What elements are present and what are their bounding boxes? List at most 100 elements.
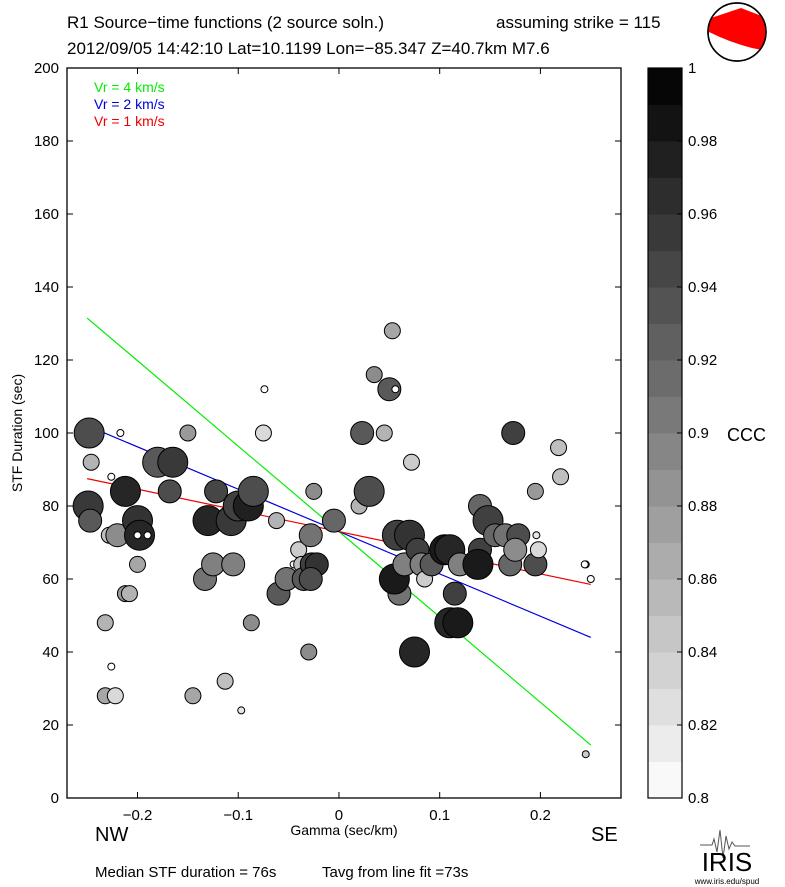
seismogram-icon: [700, 829, 750, 859]
colorbar-segment: [648, 323, 682, 361]
data-point: [237, 475, 269, 507]
x-tick-label: −0.1: [223, 807, 253, 824]
colorbar-tick-label: 0.94: [688, 279, 717, 296]
data-point: [133, 531, 142, 540]
data-point: [216, 672, 234, 690]
title-line-1: R1 Source−time functions (2 source soln.…: [67, 13, 384, 32]
data-point: [391, 385, 400, 394]
data-point: [73, 417, 105, 449]
data-point: [529, 541, 547, 559]
data-point: [399, 636, 431, 668]
iris-logo-url: www.iris.edu/spud: [694, 877, 759, 886]
colorbar-segment: [648, 725, 682, 762]
colorbar-segment: [648, 506, 682, 543]
colorbar-segment: [648, 433, 682, 470]
y-tick-label: 160: [34, 206, 59, 223]
y-tick-label: 60: [42, 571, 59, 588]
data-point: [143, 531, 152, 540]
legend-entry-0: Vr = 4 km/s: [94, 79, 165, 95]
y-axis-label: STF Duration (sec): [9, 374, 25, 492]
data-point: [503, 537, 528, 562]
data-point: [526, 482, 544, 500]
data-point: [179, 424, 197, 442]
data-point: [204, 479, 229, 504]
colorbar-tick-label: 0.8: [688, 790, 709, 807]
colorbar-segment: [648, 542, 682, 580]
data-point: [552, 468, 570, 486]
legend: Vr = 4 km/sVr = 2 km/sVr = 1 km/s: [94, 79, 165, 129]
x-axis: −0.2 −0.1 0 0.1 0.2: [123, 68, 551, 824]
colorbar-tick-label: 0.9: [688, 425, 709, 442]
data-point: [300, 643, 318, 661]
data-point: [383, 322, 401, 340]
data-point: [116, 429, 125, 437]
data-point: [462, 548, 494, 580]
beachball-icon: [707, 2, 767, 62]
data-point: [402, 453, 420, 471]
data-point: [201, 552, 226, 577]
y-axis: 0 20 40 60 80 100 120 140 160 180 200: [34, 60, 621, 807]
data-point: [107, 472, 116, 481]
title-line-2: 2012/09/05 14:42:10 Lat=10.1199 Lon=−85.…: [67, 39, 550, 58]
colorbar-tick-label: 0.88: [688, 498, 717, 515]
y-tick-label: 20: [42, 717, 59, 734]
colorbar-segment: [648, 688, 682, 726]
direction-label-nw: NW: [95, 824, 128, 846]
data-point: [221, 552, 246, 577]
x-tick-label: 0.1: [429, 807, 450, 824]
data-point: [550, 439, 568, 457]
colorbar-segment: [648, 250, 682, 288]
colorbar-segment: [648, 104, 682, 142]
data-point: [501, 421, 526, 445]
beachball-compressional-quadrant: [708, 8, 766, 52]
data-point: [365, 366, 383, 384]
colorbar: 0.8 0.82 0.84 0.86 0.88 0.9 0.92 0.94 0.96 0.98 1: [647, 60, 717, 807]
data-points: [72, 322, 595, 759]
colorbar-label: CCC: [727, 425, 766, 445]
data-point: [157, 479, 182, 504]
y-tick-label: 0: [51, 790, 59, 807]
data-point: [96, 614, 114, 632]
colorbar-tick-label: 0.96: [688, 206, 717, 223]
direction-label-se: SE: [591, 824, 618, 846]
data-point: [78, 508, 103, 533]
data-point: [268, 512, 286, 530]
legend-entry-2: Vr = 1 km/s: [94, 113, 165, 129]
colorbar-segment: [648, 615, 682, 653]
data-point: [184, 687, 202, 705]
data-point: [580, 560, 589, 569]
colorbar-segment: [648, 68, 682, 105]
y-tick-label: 200: [34, 60, 59, 77]
iris-logo: IRIS www.iris.edu/spud: [694, 829, 759, 886]
data-point: [129, 555, 147, 573]
y-tick-label: 120: [34, 352, 59, 369]
x-axis-label: Gamma (sec/km): [290, 822, 397, 838]
colorbar-segment: [648, 652, 682, 689]
data-point: [106, 687, 124, 705]
y-tick-label: 140: [34, 279, 59, 296]
data-point: [82, 453, 100, 471]
data-point: [157, 446, 189, 478]
tavg-text: Tavg from line fit =73s: [322, 864, 468, 881]
colorbar-segment: [648, 761, 682, 799]
data-point: [260, 385, 269, 394]
data-point: [321, 508, 346, 533]
colorbar-segment: [648, 579, 682, 616]
data-point: [107, 662, 116, 671]
data-point: [120, 585, 138, 603]
y-tick-label: 180: [34, 133, 59, 150]
data-point: [237, 706, 246, 715]
data-point: [353, 475, 385, 507]
data-point: [254, 424, 272, 442]
colorbar-tick-label: 0.98: [688, 133, 717, 150]
x-tick-label: −0.2: [123, 807, 153, 824]
data-point: [109, 475, 141, 507]
data-point: [586, 575, 595, 583]
colorbar-tick-label: 1: [688, 60, 696, 77]
iris-logo-text: IRIS: [702, 847, 753, 877]
strike-label: assuming strike = 115: [496, 13, 661, 32]
colorbar-tick-label: 0.82: [688, 717, 717, 734]
y-tick-label: 40: [42, 644, 59, 661]
data-point: [298, 523, 323, 548]
colorbar-tick-label: 0.86: [688, 571, 717, 588]
